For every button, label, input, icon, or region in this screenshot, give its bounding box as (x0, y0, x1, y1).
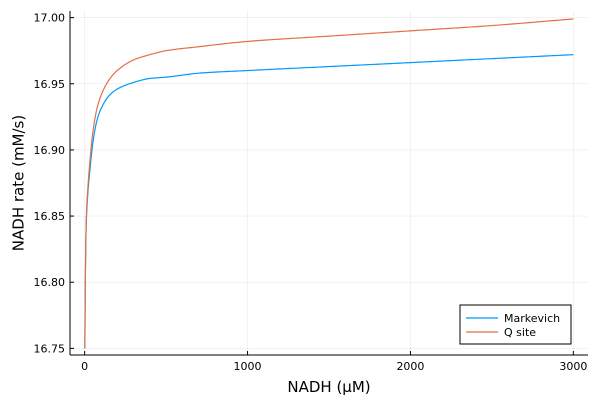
x-tick-label: 2000 (396, 360, 424, 373)
y-tick-label: 16.95 (34, 78, 66, 91)
x-tick-label: 1000 (234, 360, 262, 373)
x-tick-label: 3000 (559, 360, 587, 373)
y-tick-label: 17.00 (34, 12, 66, 25)
series-lines (84, 18, 574, 349)
y-tick-label: 16.80 (34, 276, 66, 289)
y-tick-label: 16.85 (34, 210, 66, 223)
series-line-markevich (84, 54, 574, 349)
x-axis-label: NADH (μM) (287, 378, 370, 396)
series-line-q-site (84, 18, 574, 349)
legend-label-markevich: Markevich (504, 312, 560, 325)
legend-box (459, 304, 572, 345)
y-tick-label: 16.75 (34, 342, 66, 355)
legend: Markevich Q site (459, 304, 572, 345)
x-tick-label: 0 (81, 360, 88, 373)
y-tick-label: 16.90 (34, 144, 66, 157)
y-axis-label: NADH rate (mM/s) (9, 115, 27, 251)
axis-ticks: 0 1000 2000 3000 16.75 16.80 16.85 16.90 16.95 17… (34, 12, 588, 373)
grid (70, 11, 588, 355)
axes-frame (69, 11, 588, 356)
legend-label-q-site: Q site (504, 326, 536, 339)
